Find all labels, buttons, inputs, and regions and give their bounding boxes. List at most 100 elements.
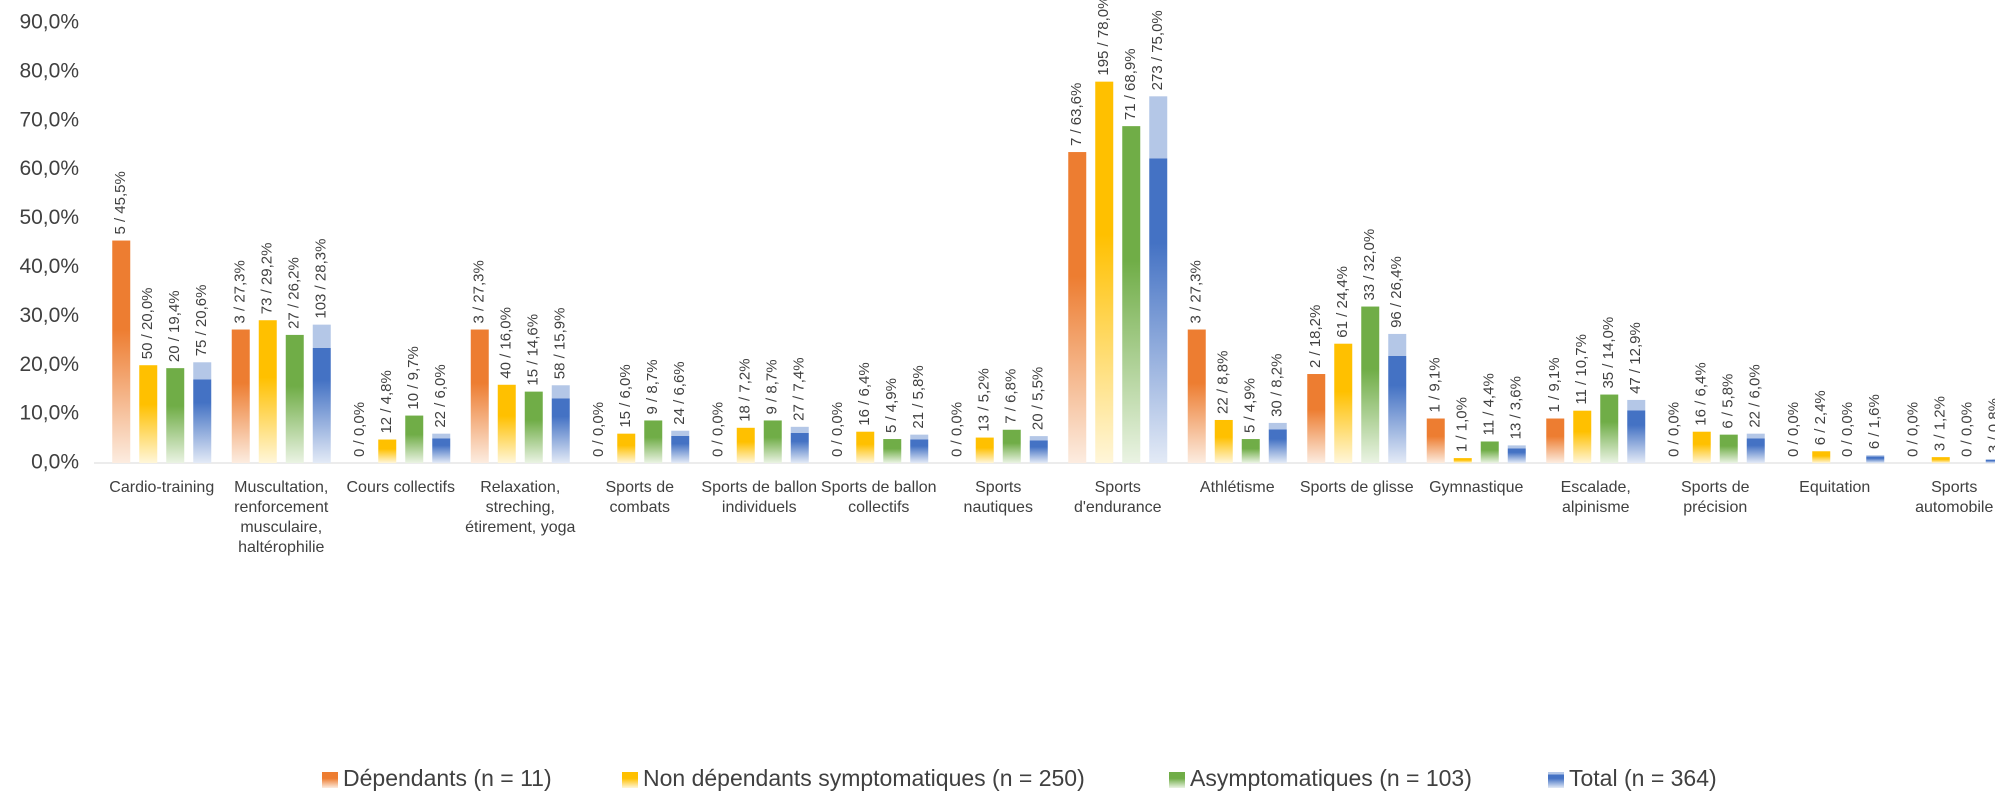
data-label: 13 / 5,2%	[976, 368, 993, 431]
data-label: 9 / 8,7%	[644, 359, 661, 414]
x-tick-label: Escalade, alpinisme	[1560, 479, 1631, 516]
data-label: 22 / 6,0%	[1747, 364, 1764, 427]
legend-label: Dépendants (n = 11)	[343, 765, 552, 791]
data-label: 7 / 63,6%	[1068, 83, 1085, 146]
bar	[617, 433, 636, 463]
bar	[1426, 418, 1445, 463]
data-label: 96 / 26,4%	[1388, 256, 1405, 328]
data-label: 0 / 0,0%	[829, 402, 846, 457]
data-label: 35 / 14,0%	[1600, 317, 1617, 389]
bar	[1719, 434, 1738, 463]
bar	[378, 439, 397, 463]
bar	[139, 365, 158, 463]
bar	[1692, 431, 1711, 463]
bar	[1241, 439, 1260, 463]
y-tick-label: 60,0%	[19, 157, 79, 180]
data-label: 18 / 7,2%	[737, 358, 754, 421]
data-label: 16 / 6,4%	[856, 362, 873, 425]
bar	[1095, 81, 1114, 463]
data-label: 6 / 2,4%	[1812, 390, 1829, 445]
data-label: 50 / 20,0%	[139, 287, 156, 359]
data-label: 7 / 6,8%	[1003, 369, 1020, 424]
bar	[1507, 445, 1526, 463]
bar	[1388, 333, 1407, 463]
legend-label: Asymptomatiques (n = 103)	[1190, 765, 1472, 791]
bar	[1600, 394, 1619, 463]
data-label: 20 / 5,5%	[1030, 367, 1047, 430]
data-label: 6 / 5,8%	[1720, 374, 1737, 429]
data-label: 5 / 4,9%	[883, 378, 900, 433]
data-label: 5 / 45,5%	[112, 171, 129, 234]
x-tick-label: Sports de combats	[605, 479, 674, 516]
data-label: 6 / 1,6%	[1866, 394, 1883, 449]
bar	[856, 431, 875, 463]
bar	[1068, 152, 1087, 463]
legend-label: Total (n = 364)	[1569, 765, 1717, 791]
data-label: 11 / 4,4%	[1481, 373, 1498, 435]
x-tick-label: Equitation	[1799, 479, 1871, 496]
bar	[1746, 433, 1765, 463]
x-tick-label: Sports de ballon individuels	[701, 479, 818, 516]
data-label: 73 / 29,2%	[259, 243, 276, 315]
x-tick-label: Sports de précision	[1681, 479, 1750, 516]
data-label: 0 / 0,0%	[590, 402, 607, 457]
y-tick-label: 10,0%	[19, 402, 79, 425]
bar	[1480, 441, 1499, 463]
y-tick-label: 90,0%	[19, 11, 79, 34]
data-label: 273 / 75,0%	[1149, 10, 1166, 90]
data-label: 22 / 6,0%	[432, 364, 449, 427]
bar	[1002, 429, 1021, 463]
x-tick-label: Cours collectifs	[346, 479, 455, 496]
bar	[883, 439, 902, 463]
bar	[1546, 418, 1565, 463]
bar	[470, 329, 489, 463]
data-label: 24 / 6,6%	[671, 361, 688, 424]
data-label: 1 / 1,0%	[1454, 397, 1471, 452]
data-label: 27 / 26,2%	[286, 257, 303, 329]
data-label: 103 / 28,3%	[313, 239, 330, 319]
data-label: 33 / 32,0%	[1361, 229, 1378, 301]
bar	[258, 320, 277, 463]
data-label: 47 / 12,9%	[1627, 322, 1644, 394]
data-label: 0 / 0,0%	[1785, 402, 1802, 457]
y-tick-label: 20,0%	[19, 353, 79, 376]
data-label: 12 / 4,8%	[378, 370, 395, 433]
bar	[166, 368, 185, 463]
data-label: 0 / 0,0%	[949, 402, 966, 457]
data-label: 30 / 8,2%	[1269, 354, 1286, 417]
data-label: 1 / 9,1%	[1546, 357, 1563, 412]
x-tick-label: Athlétisme	[1199, 479, 1275, 496]
y-tick-label: 80,0%	[19, 59, 79, 82]
data-label: 3 / 27,3%	[471, 260, 488, 323]
bar	[1866, 455, 1885, 463]
data-label: 2 / 18,2%	[1307, 305, 1324, 368]
bar	[790, 426, 809, 463]
bar	[193, 362, 212, 463]
bar	[1985, 459, 1995, 463]
data-label: 195 / 78,0%	[1095, 0, 1112, 76]
x-tick-label: Relaxation, streching, étirement, yoga	[465, 479, 576, 536]
bar	[524, 391, 543, 463]
legend-swatch	[1169, 772, 1185, 788]
data-label: 40 / 16,0%	[498, 307, 515, 379]
data-label: 5 / 4,9%	[1242, 378, 1259, 433]
x-tick-label: Sports d'endurance	[1073, 479, 1162, 516]
data-label: 11 / 10,7%	[1573, 334, 1590, 405]
bar	[1307, 374, 1326, 463]
legend-swatch	[322, 772, 338, 788]
bar	[551, 385, 570, 463]
data-label: 75 / 20,6%	[193, 285, 210, 357]
data-label: 71 / 68,9%	[1122, 48, 1139, 120]
x-tick-label: Sports de ballon collectifs	[820, 479, 937, 516]
x-tick-label: Cardio-training	[109, 479, 215, 496]
data-label: 9 / 8,7%	[764, 359, 781, 414]
y-tick-label: 0,0%	[31, 451, 79, 474]
data-label: 0 / 0,0%	[1666, 402, 1683, 457]
data-label: 1 / 9,1%	[1427, 357, 1444, 412]
data-label: 3 / 0,8%	[1986, 398, 1995, 453]
data-label: 13 / 3,6%	[1508, 376, 1525, 439]
data-label: 16 / 6,4%	[1693, 362, 1710, 425]
data-label: 58 / 15,9%	[552, 308, 569, 380]
data-label: 10 / 9,7%	[405, 346, 422, 409]
data-label: 0 / 0,0%	[351, 402, 368, 457]
